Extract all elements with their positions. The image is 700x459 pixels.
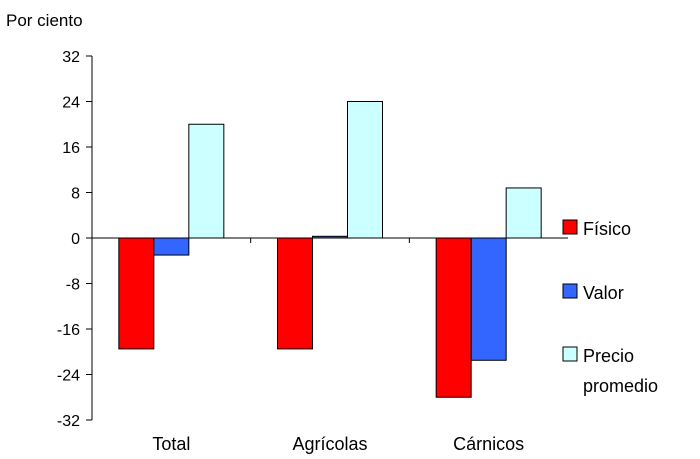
bar bbox=[277, 237, 313, 350]
y-tick-label: -24 bbox=[57, 368, 80, 385]
x-category-label: Total bbox=[152, 434, 190, 454]
bar bbox=[153, 237, 190, 256]
bars-group bbox=[118, 101, 542, 398]
bar bbox=[347, 101, 383, 239]
bar bbox=[118, 237, 155, 350]
y-tick-label: 24 bbox=[62, 95, 80, 112]
y-tick-label: -16 bbox=[57, 322, 80, 339]
x-categories-group: Total Agrícolas Cárnicos bbox=[152, 238, 524, 454]
bar bbox=[505, 187, 542, 239]
y-tick-label: -32 bbox=[57, 413, 80, 430]
bar bbox=[470, 237, 507, 361]
y-tick-label: 8 bbox=[71, 186, 80, 203]
legend-swatch bbox=[562, 219, 578, 235]
legend: Físico Valor Precio promedio bbox=[562, 219, 658, 396]
legend-label: Valor bbox=[583, 283, 624, 303]
y-tick-label: 0 bbox=[71, 231, 80, 248]
x-category-label: Cárnicos bbox=[453, 434, 524, 454]
legend-label: Físico bbox=[583, 219, 631, 239]
x-category-label: Agrícolas bbox=[292, 434, 367, 454]
y-tick-label: 16 bbox=[62, 140, 80, 157]
y-tick-label: -8 bbox=[66, 277, 80, 294]
bar bbox=[435, 237, 472, 398]
legend-label: Precio promedio bbox=[583, 346, 658, 396]
y-ticks-group: 32 24 16 8 0 -8 -16 -24 -32 bbox=[57, 49, 92, 430]
legend-swatch bbox=[562, 346, 578, 362]
y-axis-label: Por ciento bbox=[6, 11, 83, 30]
bar bbox=[188, 123, 225, 239]
y-tick-label: 32 bbox=[62, 49, 80, 66]
legend-swatch bbox=[562, 283, 578, 299]
